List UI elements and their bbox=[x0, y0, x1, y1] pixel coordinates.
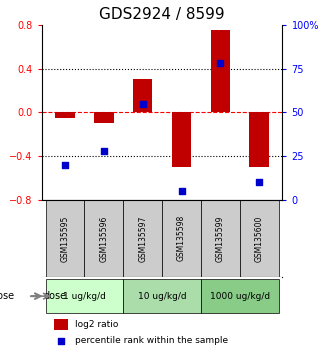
FancyBboxPatch shape bbox=[240, 200, 279, 277]
Text: 1 ug/kg/d: 1 ug/kg/d bbox=[63, 292, 106, 301]
Text: log2 ratio: log2 ratio bbox=[75, 320, 119, 329]
Text: dose: dose bbox=[44, 291, 67, 301]
Text: GSM135596: GSM135596 bbox=[100, 215, 108, 262]
Point bbox=[256, 179, 262, 185]
Text: GSM135599: GSM135599 bbox=[216, 215, 225, 262]
Bar bbox=[54, 319, 68, 330]
Bar bbox=[133, 80, 152, 112]
Point bbox=[140, 101, 145, 107]
FancyBboxPatch shape bbox=[201, 200, 240, 277]
FancyBboxPatch shape bbox=[46, 279, 123, 314]
Bar bbox=[172, 112, 191, 167]
Point bbox=[101, 148, 107, 154]
FancyBboxPatch shape bbox=[123, 279, 201, 314]
Bar bbox=[249, 112, 269, 167]
Title: GDS2924 / 8599: GDS2924 / 8599 bbox=[99, 7, 225, 22]
Text: GSM135600: GSM135600 bbox=[255, 215, 264, 262]
Text: GSM135598: GSM135598 bbox=[177, 215, 186, 262]
FancyBboxPatch shape bbox=[201, 279, 279, 314]
FancyBboxPatch shape bbox=[162, 200, 201, 277]
FancyBboxPatch shape bbox=[46, 200, 84, 277]
Text: GSM135597: GSM135597 bbox=[138, 215, 147, 262]
Point bbox=[58, 338, 64, 343]
FancyBboxPatch shape bbox=[84, 200, 123, 277]
Bar bbox=[94, 112, 114, 123]
Point bbox=[179, 188, 184, 194]
Bar bbox=[55, 112, 75, 118]
Point bbox=[63, 162, 68, 168]
Text: dose: dose bbox=[0, 291, 14, 301]
Bar bbox=[211, 30, 230, 112]
Text: 10 ug/kg/d: 10 ug/kg/d bbox=[138, 292, 187, 301]
Text: 1000 ug/kg/d: 1000 ug/kg/d bbox=[210, 292, 270, 301]
Text: GSM135595: GSM135595 bbox=[61, 215, 70, 262]
Point bbox=[218, 61, 223, 66]
FancyBboxPatch shape bbox=[123, 200, 162, 277]
Text: percentile rank within the sample: percentile rank within the sample bbox=[75, 336, 229, 345]
